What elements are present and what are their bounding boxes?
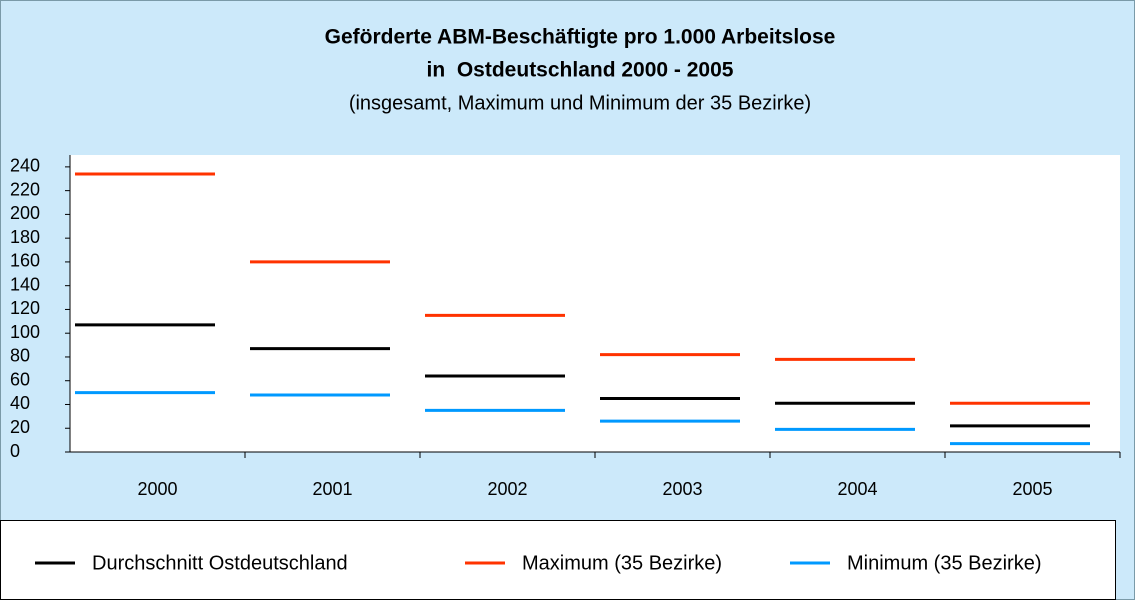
x-tick-label: 2002 — [487, 479, 527, 499]
y-tick-label: 100 — [10, 322, 40, 342]
y-tick-label: 120 — [10, 298, 40, 318]
y-tick-label: 0 — [10, 441, 20, 461]
legend-box — [0, 520, 1116, 600]
chart-title: in Ostdeutschland 2000 - 2005 — [427, 59, 734, 82]
x-tick-label: 2003 — [662, 479, 702, 499]
y-tick-label: 220 — [10, 179, 40, 199]
y-tick-label: 20 — [10, 417, 30, 437]
x-tick-label: 2004 — [837, 479, 877, 499]
plot-area — [70, 155, 1120, 452]
y-tick-label: 180 — [10, 227, 40, 247]
y-tick-label: 200 — [10, 203, 40, 223]
y-tick-label: 240 — [10, 156, 40, 176]
y-tick-label: 80 — [10, 346, 30, 366]
x-tick-label: 2000 — [137, 479, 177, 499]
x-tick-label: 2005 — [1012, 479, 1052, 499]
legend-label: Durchschnitt Ostdeutschland — [92, 552, 348, 574]
legend-label: Maximum (35 Bezirke) — [522, 552, 722, 574]
y-tick-label: 140 — [10, 274, 40, 294]
y-tick-label: 40 — [10, 393, 30, 413]
chart-title: Geförderte ABM-Beschäftigte pro 1.000 Ar… — [325, 26, 836, 49]
y-tick-label: 60 — [10, 369, 30, 389]
legend-label: Minimum (35 Bezirke) — [847, 552, 1041, 574]
y-tick-label: 160 — [10, 251, 40, 271]
chart-subtitle: (insgesamt, Maximum und Minimum der 35 B… — [349, 92, 811, 114]
x-tick-label: 2001 — [312, 479, 352, 499]
